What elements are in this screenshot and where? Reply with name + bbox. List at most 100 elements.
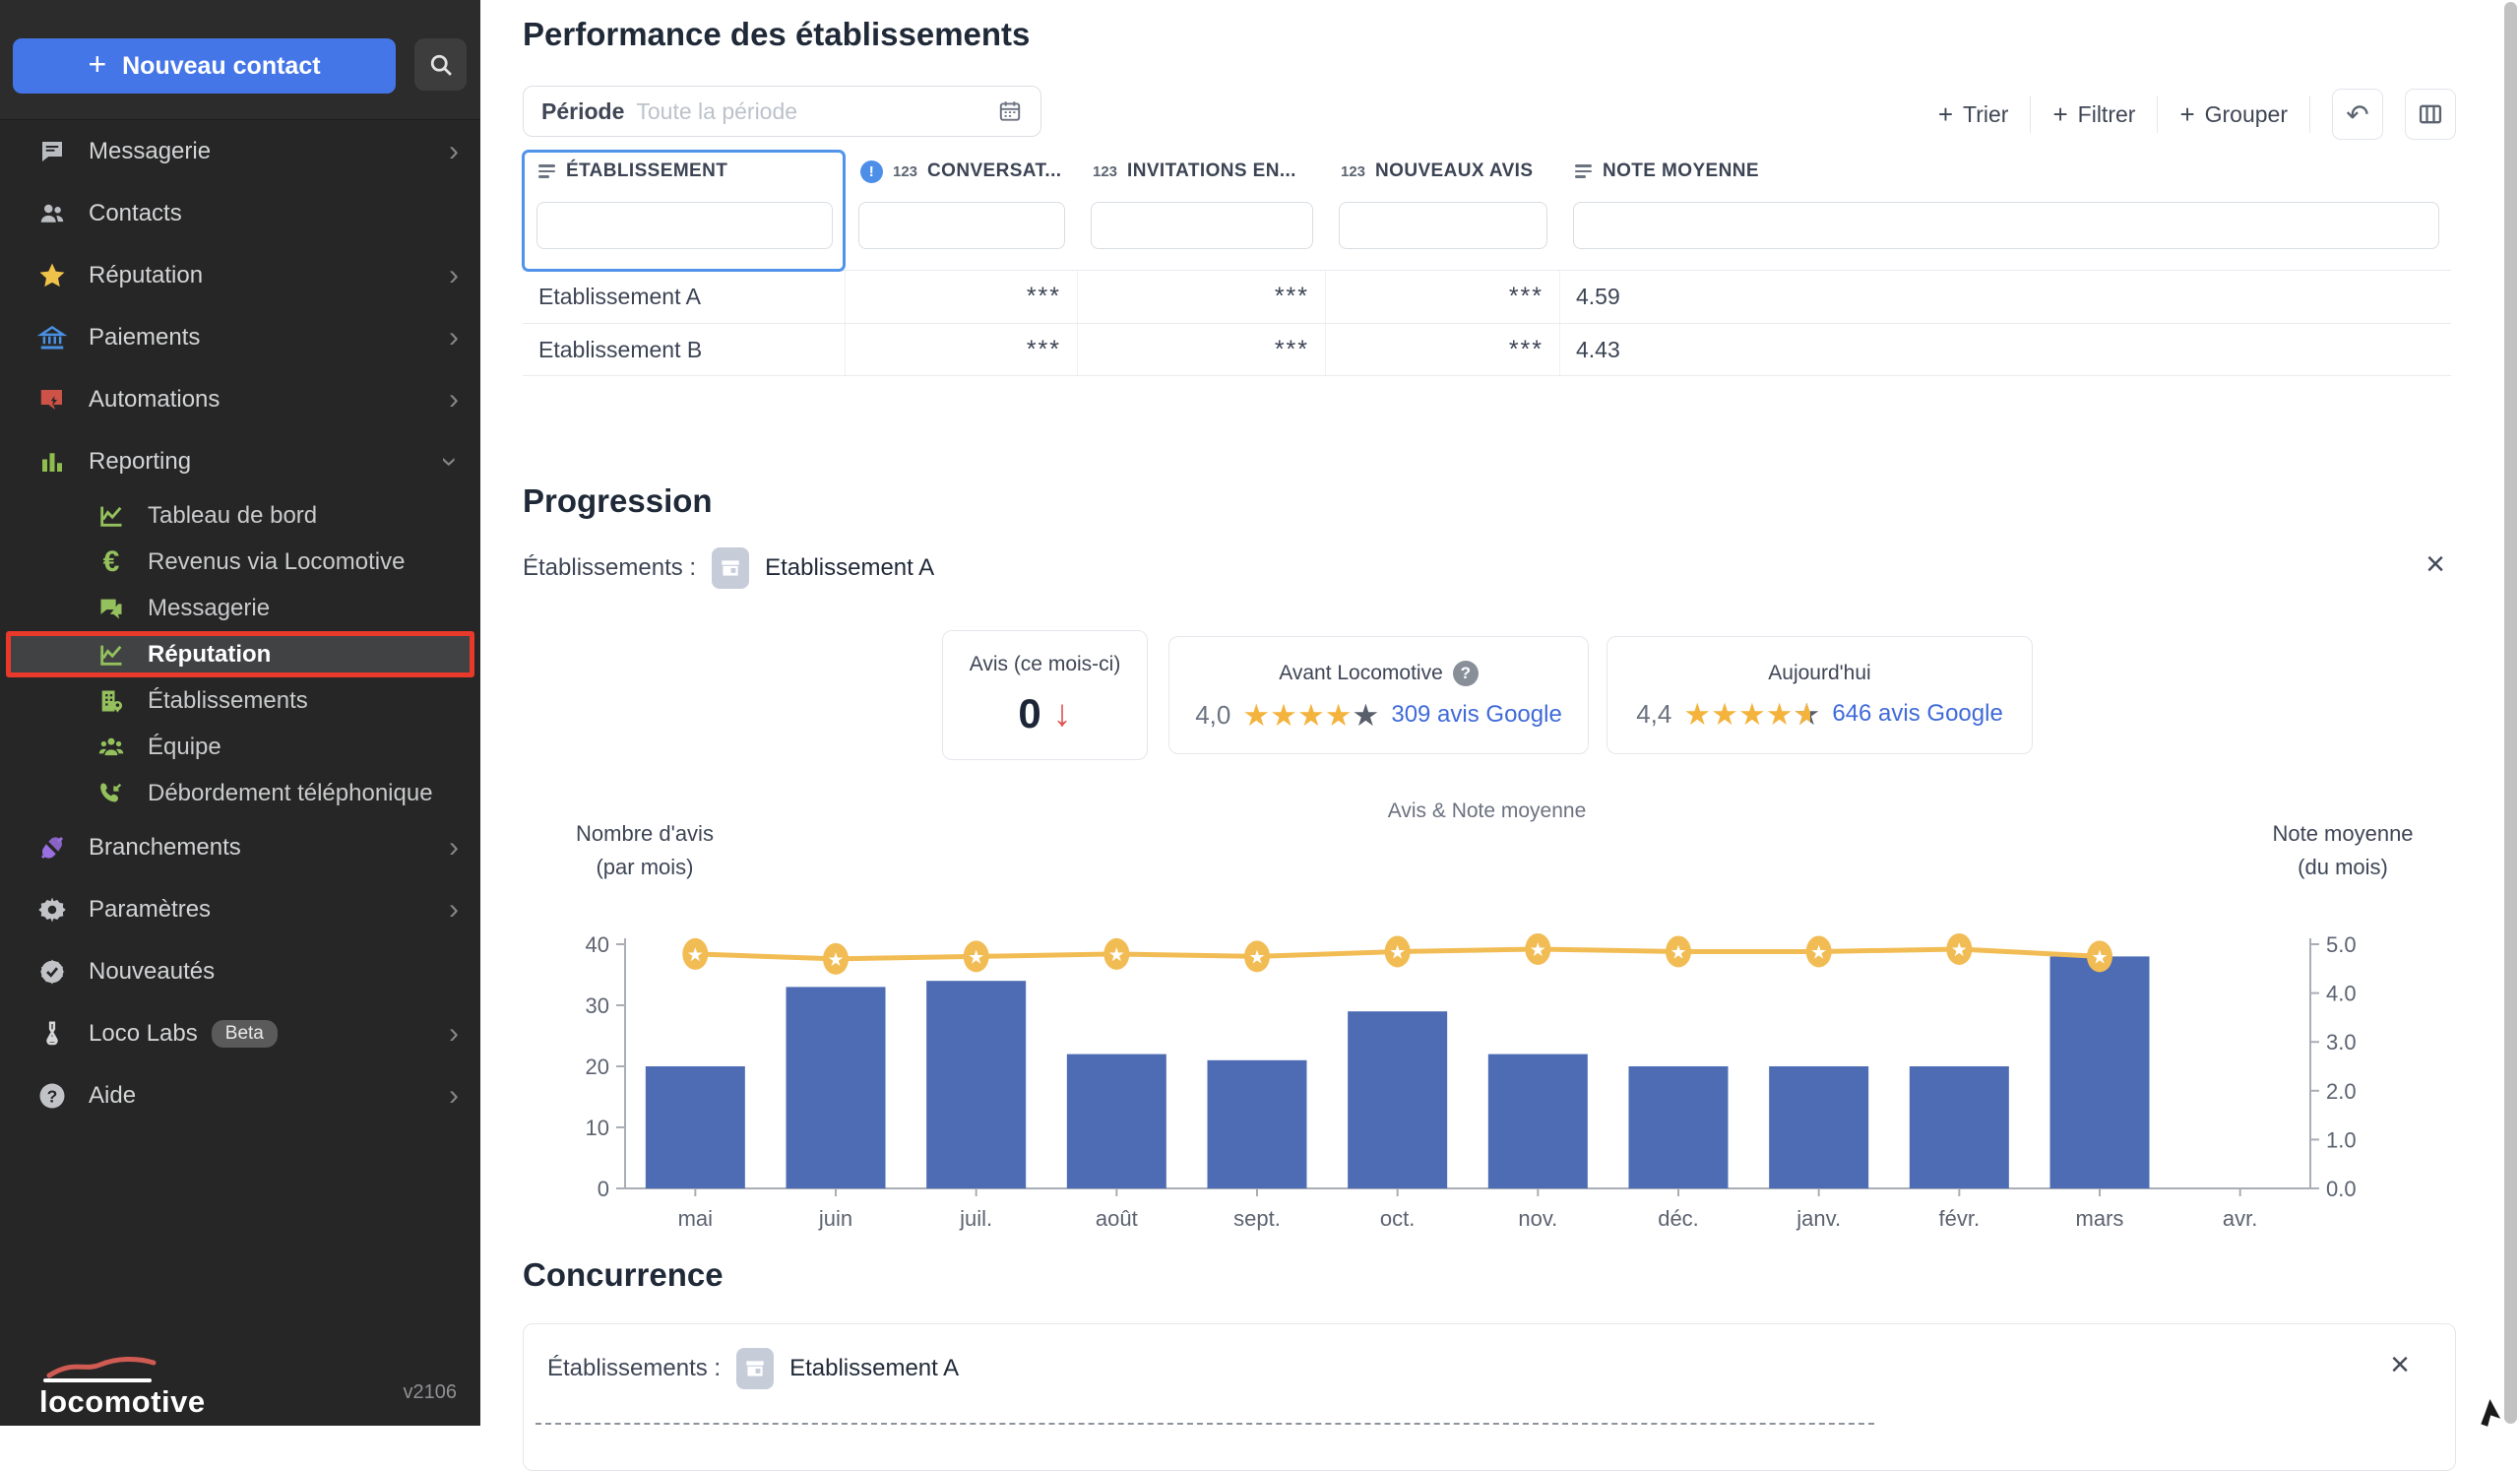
progression-title: Progression — [523, 482, 713, 519]
sidebar-subitem-revenus[interactable]: € Revenus via Locomotive — [0, 539, 480, 585]
shop-icon — [712, 547, 750, 589]
svg-text:juil.: juil. — [959, 1206, 992, 1231]
sidebar-item-label: Messagerie — [148, 594, 271, 621]
sidebar-subitem-tableau-de-bord[interactable]: Tableau de bord — [0, 492, 480, 539]
etablissements-label: Établissements : — [523, 554, 697, 581]
svg-text:20: 20 — [586, 1055, 609, 1079]
table-row[interactable]: Etablissement B *** *** *** 4.43 — [523, 323, 2451, 376]
sidebar-subitem-equipe[interactable]: Équipe — [0, 724, 480, 770]
search-button[interactable] — [414, 38, 467, 91]
filter-input-nouveaux-avis[interactable] — [1339, 202, 1547, 249]
card-avis-mois: Avis (ce mois-ci) 0 ↓ — [942, 630, 1148, 760]
undo-button[interactable]: ↶ — [2332, 89, 2383, 140]
filter-label: Filtrer — [2077, 100, 2136, 127]
table-row[interactable]: Etablissement A *** *** *** 4.59 — [523, 270, 2451, 323]
svg-text:★: ★ — [1389, 942, 1406, 963]
group-button[interactable]: + Grouper — [2179, 99, 2288, 130]
search-icon — [427, 51, 455, 79]
sidebar-item-label: Tableau de bord — [148, 501, 318, 529]
svg-text:★: ★ — [1248, 947, 1265, 968]
sidebar-item-branchements[interactable]: Branchements › — [0, 816, 480, 878]
sidebar-item-parametres[interactable]: Paramètres › — [0, 878, 480, 940]
sidebar-item-reputation[interactable]: Réputation › — [0, 244, 480, 306]
badge-check-icon — [35, 957, 69, 987]
cell-conversations: *** — [845, 324, 1077, 375]
gear-icon — [35, 895, 69, 925]
new-contact-label: Nouveau contact — [122, 51, 321, 80]
sidebar-item-label: Établissements — [148, 686, 308, 714]
column-header-invitations[interactable]: 123 INVITATIONS EN... — [1077, 150, 1325, 193]
sidebar-item-contacts[interactable]: Contacts — [0, 182, 480, 244]
close-icon[interactable]: × — [2426, 545, 2445, 583]
vertical-scrollbar-thumb[interactable] — [2504, 2, 2517, 1424]
column-header-conversations[interactable]: ! 123 CONVERSAT... — [845, 150, 1077, 193]
periode-label: Période — [541, 97, 625, 124]
sort-button[interactable]: + Trier — [1938, 99, 2009, 130]
svg-text:5.0: 5.0 — [2326, 932, 2357, 957]
progression-etablissement-selector[interactable]: Établissements : Etablissement A — [523, 547, 934, 589]
filter-button[interactable]: + Filtrer — [2052, 99, 2135, 130]
sidebar-item-label: Automations — [89, 385, 220, 413]
sidebar-subitem-reputation-active[interactable]: Réputation — [6, 631, 474, 677]
plus-icon: + — [88, 46, 107, 82]
sidebar-item-paiements[interactable]: Paiements › — [0, 306, 480, 368]
calendar-icon[interactable] — [997, 98, 1023, 124]
sidebar-item-label: Paramètres — [89, 895, 212, 923]
filter-input-etablissement[interactable] — [536, 202, 833, 249]
chevron-right-icon: › — [449, 258, 459, 291]
new-contact-button[interactable]: + Nouveau contact — [13, 38, 396, 94]
sidebar-subitem-debordement[interactable]: Débordement téléphonique — [0, 770, 480, 816]
sidebar-item-messagerie[interactable]: Messagerie › — [0, 120, 480, 182]
svg-text:40: 40 — [586, 932, 609, 957]
chevron-right-icon: › — [449, 382, 459, 416]
svg-text:mars: mars — [2076, 1206, 2124, 1231]
sidebar-item-loco-labs[interactable]: Loco Labs Beta › — [0, 1002, 480, 1064]
periode-input[interactable] — [636, 97, 997, 125]
bank-icon — [35, 323, 69, 352]
sidebar-subitem-etablissements[interactable]: Établissements — [0, 677, 480, 724]
periode-field[interactable]: Période — [523, 86, 1041, 137]
sidebar-item-automations[interactable]: Automations › — [0, 368, 480, 430]
svg-text:avr.: avr. — [2223, 1206, 2257, 1231]
close-icon[interactable]: × — [2390, 1346, 2410, 1383]
alert-icon: ! — [860, 160, 883, 183]
help-icon[interactable]: ? — [1452, 660, 1479, 686]
chat-icon — [35, 137, 69, 166]
svg-text:juin: juin — [818, 1206, 852, 1231]
column-header-etablissement[interactable]: ÉTABLISSEMENT — [523, 150, 845, 193]
google-reviews-link[interactable]: 646 avis Google — [1832, 700, 2003, 727]
columns-view-button[interactable] — [2405, 89, 2456, 140]
svg-text:4.0: 4.0 — [2326, 982, 2357, 1006]
svg-text:★: ★ — [1108, 945, 1125, 966]
page-title: Performance des établissements — [523, 16, 1031, 52]
concurrence-etablissement-selector[interactable]: Établissements : Etablissement A — [547, 1348, 959, 1389]
sidebar-subitem-messagerie[interactable]: Messagerie — [0, 585, 480, 631]
sidebar-item-nouveautes[interactable]: Nouveautés — [0, 940, 480, 1002]
svg-text:mai: mai — [678, 1206, 713, 1231]
column-header-note-moyenne[interactable]: NOTE MOYENNE — [1559, 150, 2451, 193]
cell-conversations: *** — [845, 271, 1077, 323]
column-header-nouveaux-avis[interactable]: 123 NOUVEAUX AVIS — [1325, 150, 1559, 193]
sidebar-item-reporting[interactable]: Reporting › — [0, 430, 480, 492]
cell-note: 4.59 — [1559, 271, 2451, 323]
svg-text:août: août — [1096, 1206, 1138, 1231]
svg-text:30: 30 — [586, 993, 609, 1018]
plus-icon: + — [1937, 98, 1954, 129]
plus-icon: + — [2052, 98, 2068, 129]
sidebar-footer: locomotive v2106 — [0, 1347, 480, 1426]
flask-icon — [35, 1019, 69, 1049]
sidebar-item-label: Messagerie — [89, 137, 212, 164]
sidebar-item-label: Contacts — [89, 199, 182, 226]
google-reviews-link[interactable]: 309 avis Google — [1391, 701, 1562, 728]
main-content: Performance des établissements Période +… — [480, 0, 2520, 1471]
sidebar-item-label: Branchements — [89, 833, 241, 861]
filter-input-conversations[interactable] — [858, 202, 1065, 249]
filter-input-invitations[interactable] — [1091, 202, 1313, 249]
sidebar-item-aide[interactable]: Aide › — [0, 1064, 480, 1126]
etablissements-label: Établissements : — [547, 1355, 722, 1381]
filter-input-note-moyenne[interactable] — [1573, 202, 2439, 249]
sort-lines-icon — [538, 161, 556, 181]
chart-canvas: 40 30 20 10 0 5.0 4.0 3.0 2.0 1.0 0.0 mai juin juil. a… — [586, 932, 2357, 1231]
svg-text:10: 10 — [586, 1116, 609, 1140]
table-toolbar: + Trier + Filtrer + Grouper ↶ — [1938, 89, 2456, 140]
